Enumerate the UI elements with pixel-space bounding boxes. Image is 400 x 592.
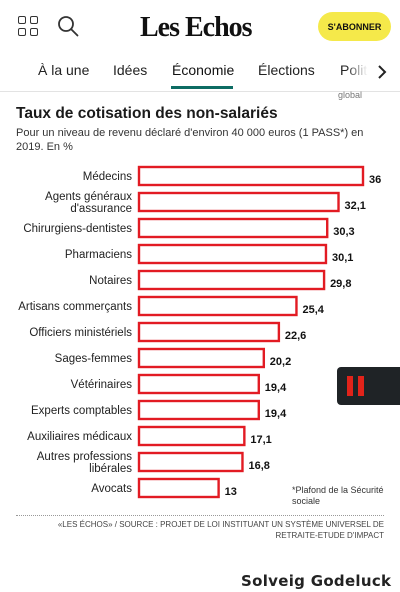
- category-label: Médecins: [83, 171, 132, 183]
- bar: [137, 425, 246, 447]
- bar: [137, 477, 220, 499]
- active-tab-indicator: [171, 86, 233, 89]
- tab-elections[interactable]: Élections: [258, 62, 315, 78]
- subscribe-button[interactable]: S'ABONNER: [318, 12, 391, 41]
- value-label: 19,4: [265, 382, 287, 394]
- value-label: 29,8: [330, 278, 351, 290]
- bar: [137, 321, 281, 343]
- value-label: 16,8: [248, 460, 269, 472]
- pause-icon: [347, 376, 353, 396]
- bar: [137, 165, 365, 187]
- value-label: 25,4: [302, 304, 324, 316]
- les-echos-logo[interactable]: Les Echos: [140, 12, 253, 43]
- value-label: 30,1: [332, 252, 353, 264]
- category-label: Notaires: [89, 275, 132, 287]
- bar: [137, 399, 260, 421]
- tab-a-la-une[interactable]: À la une: [38, 62, 90, 78]
- pause-icon-bar: [358, 376, 364, 396]
- category-label: Officiers ministériels: [29, 327, 132, 339]
- category-label: Experts comptables: [31, 405, 132, 417]
- category-label: Agents généraux d'assurance: [45, 191, 132, 215]
- value-label: 17,1: [250, 434, 271, 446]
- value-label: 30,3: [333, 226, 354, 238]
- tab-idees[interactable]: Idées: [113, 62, 148, 78]
- article-author[interactable]: Solveig Godeluck: [241, 572, 392, 590]
- section-nav: À la une Idées Économie Élections Polit: [0, 52, 400, 92]
- bar: [137, 243, 328, 265]
- cut-off-text: global: [338, 90, 363, 100]
- top-header: Les Echos S'ABONNER: [0, 0, 400, 52]
- category-label: Artisans commerçants: [18, 301, 132, 313]
- category-label: Sages-femmes: [55, 353, 133, 365]
- nav-fade: [346, 52, 400, 91]
- chart-subtitle: Pour un niveau de revenu déclaré d'envir…: [16, 127, 364, 153]
- category-label: Auxiliaires médicaux: [27, 431, 132, 443]
- bar: [137, 295, 298, 317]
- value-label: 13: [225, 486, 237, 498]
- value-label: 20,2: [270, 356, 291, 368]
- media-pause-button[interactable]: [337, 367, 400, 405]
- value-label: 36: [369, 174, 381, 186]
- chevron-right-icon[interactable]: [374, 64, 390, 80]
- chart-source: «LES ÉCHOS» / SOURCE : PROJET DE LOI INS…: [57, 520, 384, 540]
- divider: [16, 515, 384, 516]
- bar: [137, 373, 260, 395]
- bar: [137, 347, 266, 369]
- search-icon[interactable]: [56, 14, 80, 38]
- grid-menu-icon[interactable]: [18, 16, 40, 38]
- bar: [137, 269, 326, 291]
- bar: [137, 191, 340, 213]
- category-label: Pharmaciens: [65, 249, 132, 261]
- value-label: 22,6: [285, 330, 306, 342]
- bar-chart: Médecins 36 Agents généraux d'assurance 32,1…: [18, 165, 381, 499]
- chart-title: Taux de cotisation des non-salariés: [16, 105, 278, 122]
- value-label: 19,4: [265, 408, 287, 420]
- category-label: Autres professions libérales: [37, 451, 132, 475]
- category-label: Avocats: [91, 483, 132, 495]
- value-label: 32,1: [345, 200, 366, 212]
- bar: [137, 217, 329, 239]
- category-label: Chirurgiens-dentistes: [23, 223, 132, 235]
- category-label: Vétérinaires: [71, 379, 133, 391]
- tab-economie[interactable]: Économie: [172, 62, 235, 78]
- bar: [137, 451, 244, 473]
- chart-footnote: *Plafond de la Sécurité sociale: [292, 485, 384, 506]
